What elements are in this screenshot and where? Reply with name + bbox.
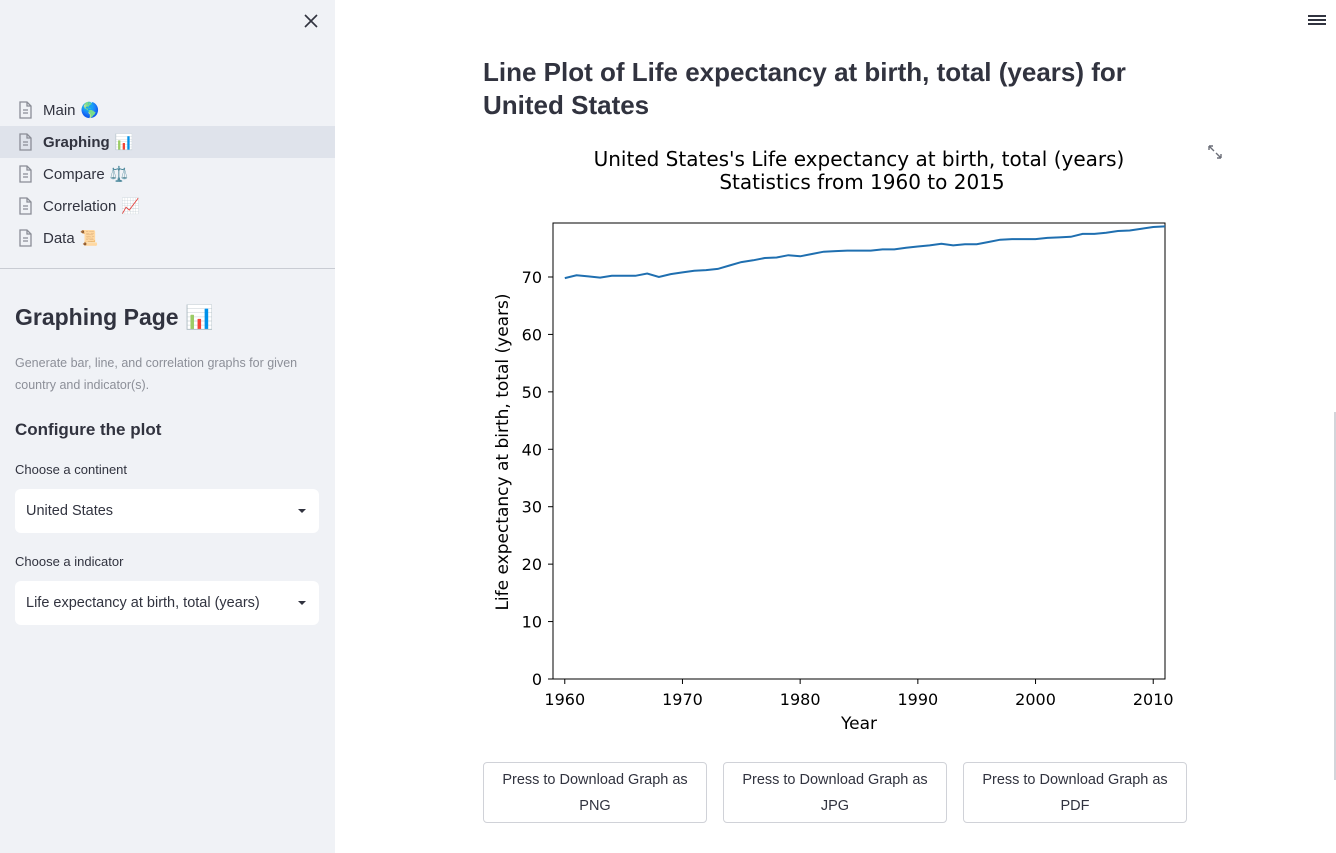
fullscreen-button[interactable] [1206, 143, 1224, 161]
continent-label: Choose a continent [15, 462, 128, 477]
sidebar-nav: Main 🌎 Graphing 📊 Compare ⚖️ Correlation… [0, 94, 335, 254]
nav-item-label: Correlation [43, 197, 117, 215]
download-png-button[interactable]: Press to Download Graph as PNG [483, 762, 707, 823]
x-axis: 1960 1970 1980 1990 2000 2010 [544, 679, 1174, 709]
sidebar-divider [0, 268, 335, 269]
expand-icon [1208, 145, 1222, 159]
hamburger-icon [1307, 15, 1327, 25]
indicator-select[interactable]: Life expectancy at birth, total (years) [15, 581, 319, 625]
chevron-down-icon [298, 509, 306, 513]
scrollbar[interactable] [1334, 412, 1336, 780]
nav-item-label: Graphing [43, 133, 110, 151]
nav-item-main[interactable]: Main 🌎 [0, 94, 335, 126]
document-icon [17, 101, 33, 119]
x-tick-label: 1960 [544, 690, 585, 709]
y-tick-label: 50 [522, 383, 542, 402]
nav-item-correlation[interactable]: Correlation 📈 [0, 190, 335, 222]
nav-item-label: Data [43, 229, 75, 247]
scroll-icon: 📜 [79, 230, 99, 247]
y-tick-label: 10 [522, 613, 542, 632]
document-icon [17, 229, 33, 247]
page-title: Line Plot of Life expectancy at birth, t… [483, 57, 1126, 120]
x-tick-label: 2010 [1133, 690, 1174, 709]
document-icon [17, 197, 33, 215]
plot-area [552, 222, 1166, 680]
globe-icon: 🌎 [80, 102, 100, 119]
close-icon [304, 14, 318, 28]
document-icon [17, 133, 33, 151]
x-tick-label: 1980 [780, 690, 821, 709]
chart-title-line2: Statistics from 1960 to 2015 [719, 170, 1004, 194]
chart-title-line1: United States's Life expectancy at birth… [594, 147, 1125, 171]
y-tick-label: 70 [522, 268, 542, 287]
nav-item-compare[interactable]: Compare ⚖️ [0, 158, 335, 190]
x-tick-label: 1990 [897, 690, 938, 709]
nav-item-label: Main [43, 101, 76, 119]
series-line-united-states [564, 225, 1166, 280]
scales-icon: ⚖️ [109, 166, 129, 183]
indicator-label: Choose a indicator [15, 554, 124, 569]
y-tick-label: 0 [532, 670, 542, 689]
y-axis: 0 10 20 30 40 50 60 70 [522, 268, 553, 689]
y-axis-label: Life expectancy at birth, total (years) [493, 293, 513, 610]
download-pdf-button[interactable]: Press to Download Graph as PDF [963, 762, 1187, 823]
x-tick-label: 2000 [1015, 690, 1056, 709]
y-tick-label: 60 [522, 325, 542, 344]
y-tick-label: 20 [522, 555, 542, 574]
download-jpg-button[interactable]: Press to Download Graph as JPG [723, 762, 947, 823]
indicator-select-value: Life expectancy at birth, total (years) [26, 595, 260, 611]
bar-chart-icon: 📊 [114, 134, 134, 151]
continent-select-value: United States [26, 503, 114, 519]
nav-item-data[interactable]: Data 📜 [0, 222, 335, 254]
y-tick-label: 40 [522, 440, 542, 459]
sidebar-description: Generate bar, line, and correlation grap… [15, 356, 298, 392]
sidebar: Main 🌎 Graphing 📊 Compare ⚖️ Correlation… [0, 0, 335, 853]
document-icon [17, 165, 33, 183]
close-sidebar-button[interactable] [300, 10, 322, 32]
y-tick-label: 30 [522, 498, 542, 517]
main-menu-button[interactable] [1307, 13, 1327, 29]
nav-item-label: Compare [43, 165, 105, 183]
x-tick-label: 1970 [662, 690, 703, 709]
line-chart: United States's Life expectancy at birth… [493, 147, 1174, 734]
continent-select[interactable]: United States [15, 489, 319, 533]
x-axis-label: Year [840, 714, 877, 734]
nav-item-graphing[interactable]: Graphing 📊 [0, 126, 335, 158]
sidebar-page-title: Graphing Page 📊 [15, 304, 214, 330]
chart-increasing-icon: 📈 [121, 198, 141, 215]
config-heading: Configure the plot [15, 420, 162, 439]
chevron-down-icon [298, 601, 306, 605]
